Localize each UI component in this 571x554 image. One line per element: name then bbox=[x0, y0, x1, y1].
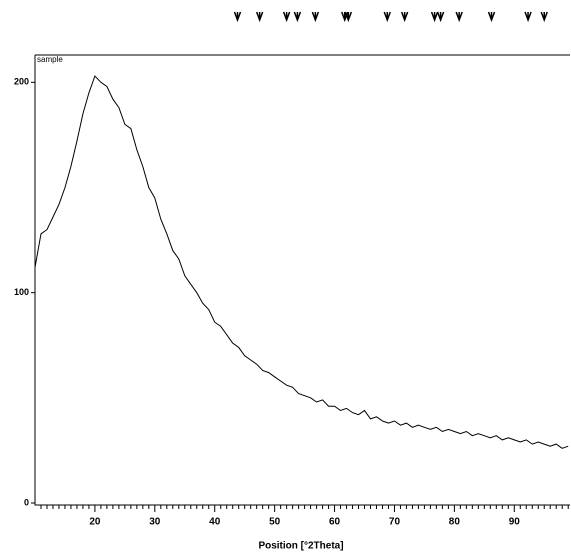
x-tick-label: 20 bbox=[89, 517, 101, 528]
reference-peak bbox=[540, 11, 548, 23]
reference-peak bbox=[487, 11, 496, 23]
x-tick-label: 90 bbox=[509, 517, 521, 528]
plot-frame bbox=[34, 54, 570, 506]
reference-peak bbox=[255, 11, 264, 23]
x-axis-label: Position [°2Theta] bbox=[258, 541, 343, 552]
y-tick-label: 100 bbox=[14, 287, 29, 297]
y-tick-label: 200 bbox=[14, 77, 29, 87]
data-line bbox=[34, 75, 569, 449]
x-tick-label: 50 bbox=[269, 517, 281, 528]
sample-label: sample bbox=[37, 55, 63, 64]
reference-peak bbox=[436, 11, 445, 23]
reference-peak bbox=[282, 11, 291, 23]
reference-peak bbox=[383, 11, 391, 23]
x-tick-label: 30 bbox=[149, 517, 161, 528]
reference-peak bbox=[430, 11, 439, 23]
reference-peak bbox=[344, 11, 353, 23]
reference-peak bbox=[455, 11, 463, 23]
reference-peak bbox=[233, 11, 242, 23]
reference-peak bbox=[400, 11, 409, 23]
reference-peak bbox=[293, 11, 302, 23]
x-tick-label: 70 bbox=[389, 517, 401, 528]
x-tick-label: 80 bbox=[449, 517, 461, 528]
reference-peak bbox=[311, 11, 320, 23]
y-tick-label: 0 bbox=[24, 497, 29, 507]
reference-peak bbox=[524, 11, 532, 23]
x-tick-label: 60 bbox=[329, 517, 341, 528]
x-tick-label: 40 bbox=[209, 517, 221, 528]
